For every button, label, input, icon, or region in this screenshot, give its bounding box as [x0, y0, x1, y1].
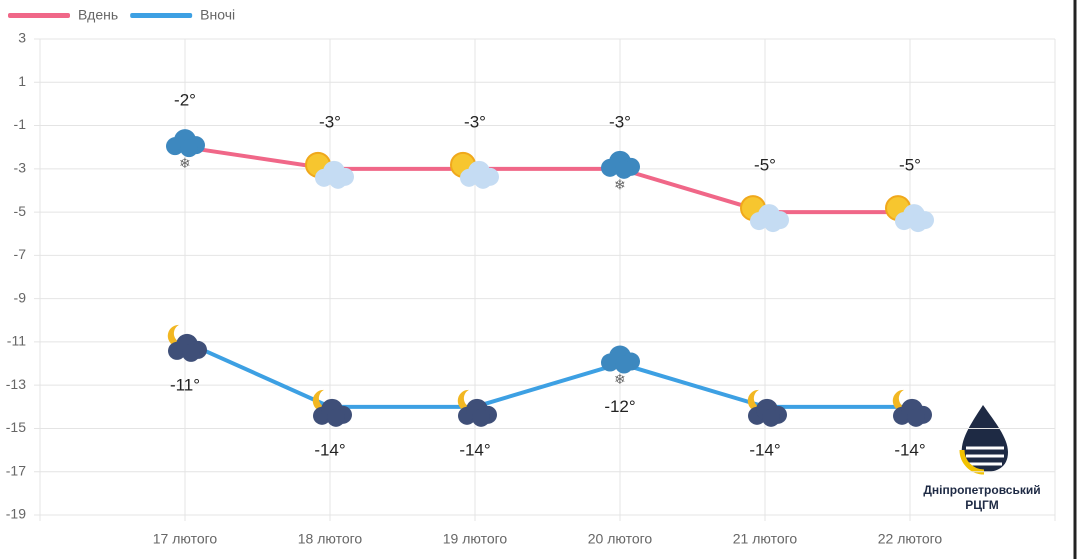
weather-icon: ❄: [166, 129, 205, 171]
icon-part: [747, 389, 768, 412]
x-tick-label: 22 лютого: [878, 531, 943, 547]
value-label: -14°: [459, 440, 490, 459]
icon-part: [909, 214, 927, 233]
icon-part: [457, 389, 478, 412]
y-tick-label: 1: [18, 73, 26, 89]
value-label: -5°: [899, 156, 921, 175]
weather-icon: [747, 389, 787, 427]
value-label: -12°: [604, 397, 635, 416]
legend-swatch: [8, 13, 70, 18]
line: [184, 145, 910, 215]
y-tick-label: -3: [14, 160, 27, 176]
icon-part: [474, 170, 492, 189]
legend-swatch: [130, 13, 193, 18]
y-tick-label: -1: [14, 116, 27, 132]
icon-part: [892, 389, 913, 412]
weather-icon: [305, 151, 354, 189]
y-tick-label: -17: [6, 462, 26, 478]
icon-part: [764, 214, 782, 233]
value-label: -2°: [174, 91, 196, 110]
value-label: -3°: [464, 112, 486, 131]
weather-icon: [312, 389, 352, 427]
value-label: -14°: [749, 440, 780, 459]
icon-part: [182, 343, 200, 362]
icon-part: [327, 408, 345, 427]
value-label: -14°: [894, 440, 925, 459]
value-label: -14°: [314, 440, 345, 459]
icon-part: ❄: [614, 177, 626, 193]
y-tick-label: -7: [14, 246, 27, 262]
value-label: -3°: [609, 112, 631, 131]
x-tick-label: 20 лютого: [588, 531, 653, 547]
icon-part: [329, 170, 347, 189]
icon-part: [167, 324, 188, 347]
line: [184, 340, 910, 409]
icon-part: [762, 408, 780, 427]
icon-part: ❄: [614, 371, 626, 387]
icon-part: [907, 408, 925, 427]
weather-icon: [167, 324, 207, 362]
x-tick-label: 17 лютого: [153, 531, 218, 547]
icon-part: [615, 355, 633, 374]
weather-icon: ❄: [601, 345, 640, 387]
logo: Дніпропетровський РЦГМ: [923, 405, 1041, 512]
value-label: -5°: [754, 156, 776, 175]
y-tick-label: -5: [14, 203, 27, 219]
y-tick-label: -13: [6, 376, 26, 392]
y-tick-label: -9: [14, 289, 27, 305]
weather-icon: ❄: [601, 150, 640, 193]
weather-icon: [885, 195, 934, 233]
x-tick-label: 21 лютого: [733, 531, 798, 547]
icon-part: [615, 160, 633, 179]
icon-part: [312, 389, 333, 412]
legend-label: Вночі: [200, 7, 235, 23]
logo-text: РЦГМ: [965, 498, 999, 512]
icon-part: ❄: [179, 155, 191, 171]
x-tick-label: 19 лютого: [443, 531, 508, 547]
icon-part: [180, 139, 198, 158]
value-label: -11°: [170, 375, 200, 394]
y-tick-label: -15: [6, 419, 26, 435]
logo-text: Дніпропетровський: [923, 483, 1040, 497]
legend-label: Вдень: [78, 7, 118, 23]
value-label: -3°: [319, 112, 341, 131]
y-tick-label: 3: [18, 30, 26, 46]
weather-icon: [457, 389, 497, 427]
weather-icon: [450, 151, 499, 189]
x-tick-label: 18 лютого: [298, 531, 363, 547]
y-tick-label: -11: [7, 333, 26, 349]
weather-icon: [740, 195, 789, 233]
icon-part: [472, 408, 490, 427]
weather-icon: [892, 389, 932, 427]
y-tick-label: -19: [6, 506, 26, 522]
